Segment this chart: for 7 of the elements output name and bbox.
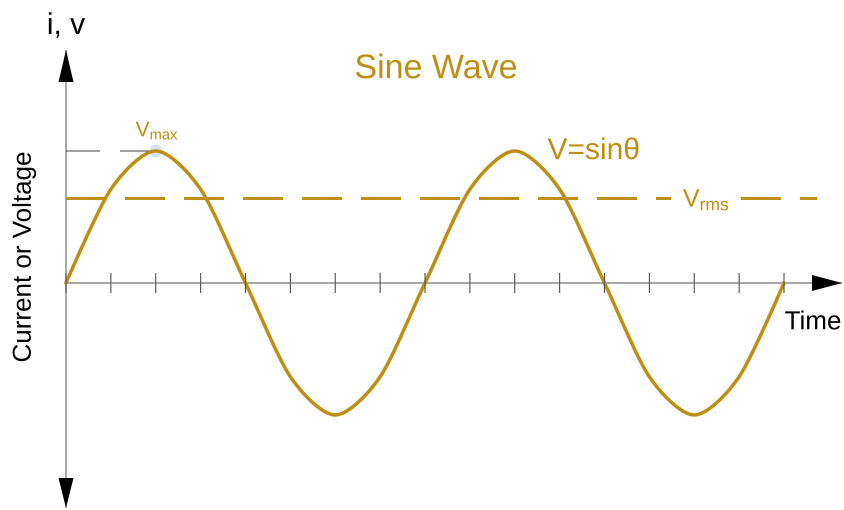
series-label: V=sinθ (548, 137, 638, 160)
chart-title: Sine Wave (356, 54, 516, 78)
y-axis-title: Current or Voltage (12, 152, 36, 362)
text: i, v (48, 12, 86, 38)
annotation: V$_{max}$ (136, 122, 178, 140)
ref-line-label: V$_{rms}$ (683, 189, 728, 210)
x-axis-title: Time (785, 310, 840, 330)
